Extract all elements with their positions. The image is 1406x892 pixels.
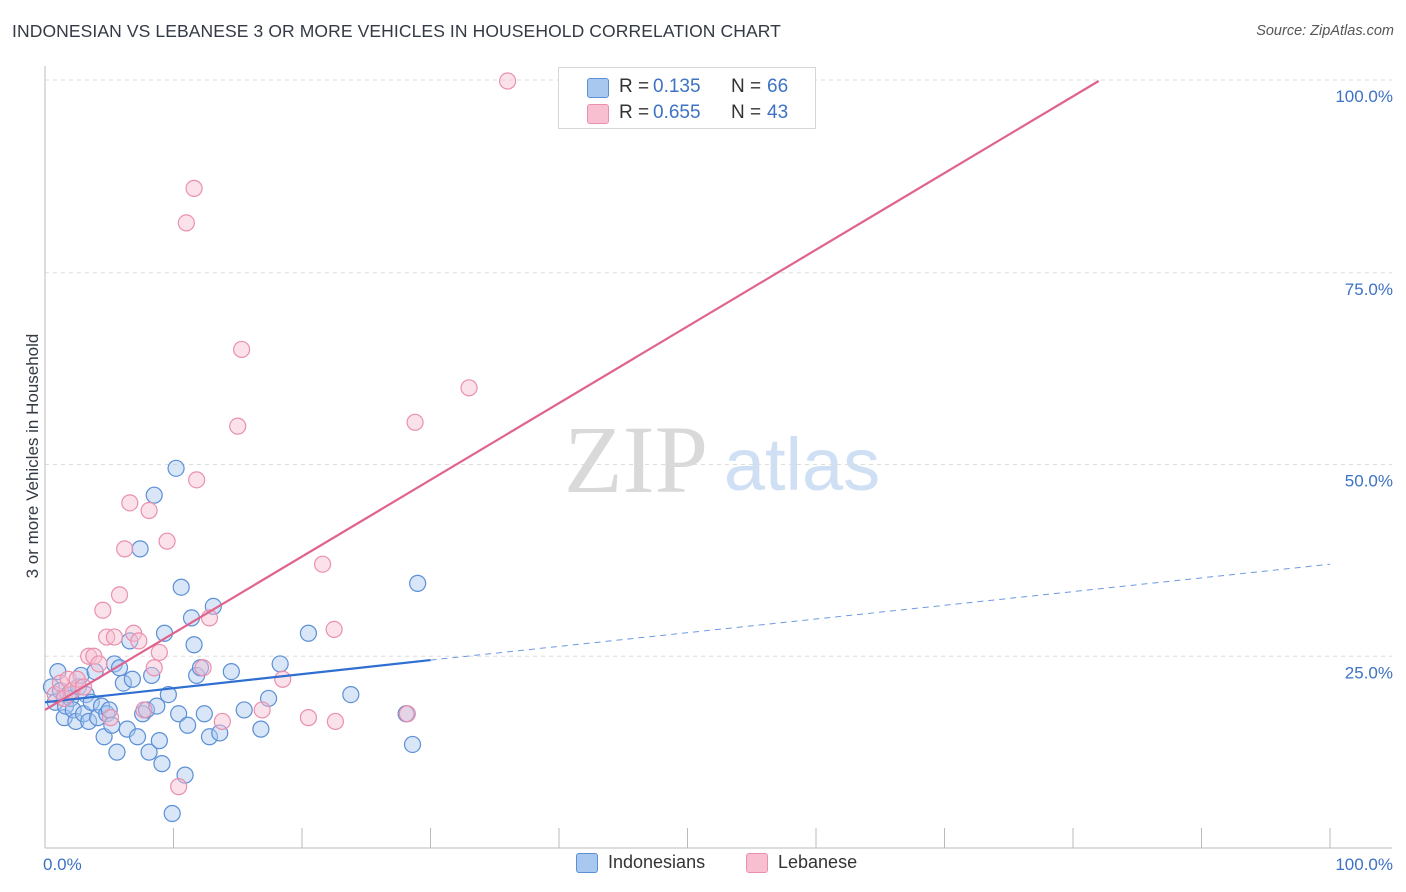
indonesian-point: [271, 655, 289, 673]
indonesian-point: [163, 804, 181, 823]
indonesian-point: [150, 732, 168, 750]
lebanese-point: [406, 413, 424, 431]
lebanese-point: [90, 655, 108, 673]
lebanese-point: [398, 705, 416, 723]
source-label: Source: ZipAtlas.com: [1256, 23, 1394, 39]
lebanese-point: [150, 643, 168, 662]
lebanese-point: [121, 494, 139, 512]
lebanese-point: [185, 179, 203, 197]
lebanese-point: [158, 532, 176, 550]
indonesian-point: [200, 728, 219, 746]
indonesian-point: [108, 743, 126, 761]
chart-title: INDONESIAN VS LEBANESE 3 OR MORE VEHICLE…: [12, 21, 781, 41]
lebanese-point: [130, 632, 148, 650]
lebanese-point: [140, 501, 158, 520]
indonesian-trendline: [44, 658, 431, 704]
lebanese-trendline: [44, 80, 1100, 711]
y-tick-label: 100.0%: [1335, 87, 1393, 106]
x-tick-label: 0.0%: [43, 855, 82, 874]
lebanese-point: [188, 471, 206, 489]
indonesian-point: [145, 486, 163, 504]
indonesian-point: [128, 728, 147, 746]
indonesian-point: [235, 701, 253, 719]
r-value: 0.135: [653, 76, 701, 97]
indonesian-point: [131, 540, 149, 558]
lebanese-point: [116, 540, 134, 558]
lebanese-point: [110, 586, 129, 604]
indonesian-point: [167, 459, 185, 477]
lebanese-point: [253, 701, 271, 719]
n-value: 43: [767, 102, 789, 123]
indonesian-point: [140, 743, 158, 761]
r-label: R =: [619, 76, 650, 97]
watermark-zip: ZIP: [564, 406, 708, 513]
stats-legend: R = 0.135 N = 66 R = 0.655 N = 43: [558, 67, 816, 129]
lebanese-point: [299, 709, 318, 727]
indonesian-point: [403, 735, 422, 754]
indonesian-point: [114, 674, 132, 692]
n-label: N =: [731, 76, 762, 97]
indonesian-point: [80, 712, 98, 731]
indonesian-point: [252, 720, 270, 738]
lebanese-point: [213, 712, 231, 731]
r-value: 0.655: [653, 102, 701, 123]
lebanese-point: [101, 709, 120, 727]
legend-label: Indonesians: [608, 852, 706, 872]
lebanese-point: [499, 72, 517, 90]
lebanese-point: [326, 712, 345, 731]
legend-label: Lebanese: [778, 852, 858, 872]
lebanese-point: [194, 659, 212, 677]
indonesian-point: [153, 755, 171, 773]
y-tick-label: 75.0%: [1345, 280, 1393, 299]
indonesian-point: [148, 697, 166, 715]
lebanese-point: [229, 417, 247, 435]
lebanese-point: [313, 555, 332, 573]
indonesian-point: [222, 662, 240, 681]
r-label: R =: [619, 102, 650, 123]
lebanese-point: [170, 778, 188, 796]
lebanese-point: [460, 379, 478, 397]
indonesian-point: [185, 636, 203, 654]
indonesian-point: [159, 685, 177, 704]
lebanese-point: [274, 670, 292, 688]
indonesian-point: [195, 705, 213, 723]
lebanese-point: [145, 659, 163, 677]
indonesian-point: [409, 574, 427, 592]
indonesian-point: [342, 685, 360, 704]
y-tick-label: 25.0%: [1345, 663, 1393, 682]
indonesian-point: [299, 624, 318, 642]
pink-swatch: [587, 104, 609, 124]
indonesian-point: [179, 716, 197, 734]
lebanese-point: [233, 340, 251, 359]
lebanese-point: [325, 620, 343, 639]
blue-swatch: [587, 78, 609, 98]
indonesian-point: [123, 670, 141, 688]
y-tick-label: 50.0%: [1345, 472, 1393, 491]
n-value: 66: [767, 76, 789, 97]
lebanese-point: [105, 628, 123, 646]
n-label: N =: [731, 102, 762, 123]
lebanese-point: [94, 601, 112, 619]
indonesian-point: [170, 705, 188, 723]
pink-swatch: [746, 853, 768, 873]
lebanese-point: [135, 701, 153, 719]
lebanese-point: [177, 214, 195, 232]
x-tick-label: 100.0%: [1335, 855, 1393, 874]
blue-swatch: [576, 853, 598, 873]
indonesian-trendline-extension: [430, 563, 1331, 661]
indonesian-point: [172, 578, 190, 596]
